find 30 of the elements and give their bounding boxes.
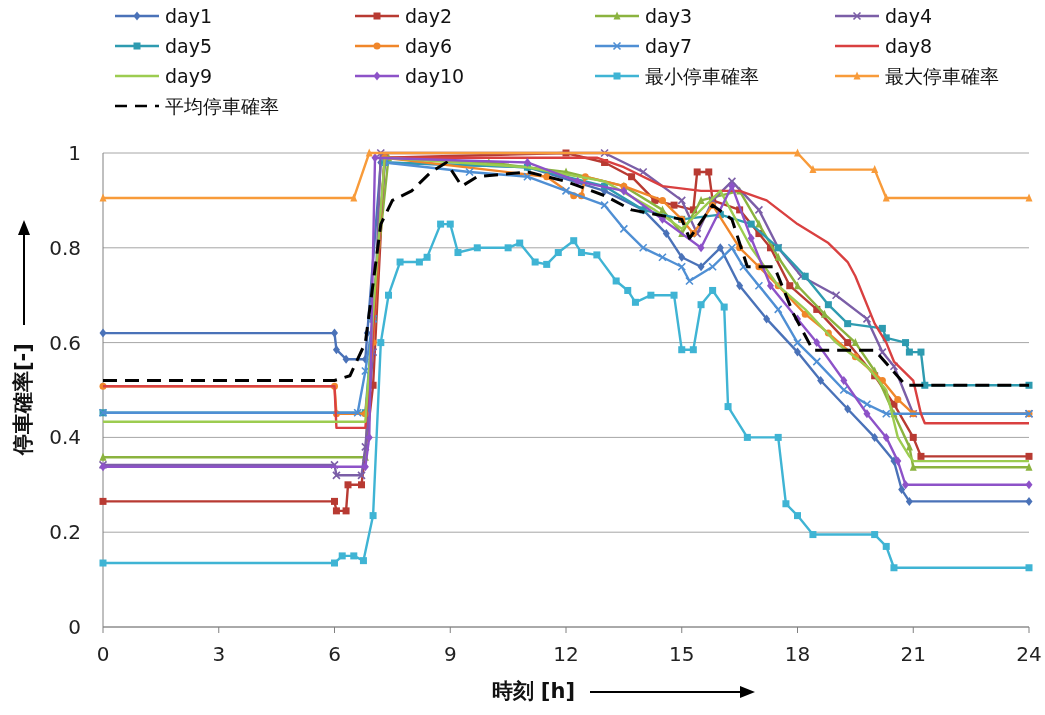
y-tick-label: 0.4 [49, 425, 81, 450]
legend-label: day10 [405, 65, 465, 87]
x-axis-title: 時刻 [h] [491, 679, 575, 703]
x-tick-label: 21 [900, 642, 926, 666]
legend-label: day4 [885, 5, 933, 27]
legend-label: day1 [165, 5, 213, 27]
legend-label: day3 [645, 5, 693, 27]
legend-label: 最小停車確率 [645, 65, 759, 87]
x-tick-label: 24 [1016, 642, 1042, 666]
x-tick-label: 0 [96, 642, 110, 666]
y-axis-title: 停車確率[-] [11, 343, 35, 456]
x-tick-label: 9 [443, 642, 457, 666]
legend-label: 平均停車確率 [165, 95, 279, 117]
y-tick-label: 1 [68, 141, 81, 165]
legend-label: day8 [885, 35, 933, 57]
x-tick-label: 18 [784, 642, 811, 666]
y-tick-label: 0.8 [49, 235, 81, 260]
legend-label: day7 [645, 35, 693, 57]
legend-label: day6 [405, 35, 453, 57]
x-tick-label: 15 [669, 642, 695, 666]
legend-label: day5 [165, 35, 213, 57]
x-tick-label: 6 [328, 642, 341, 666]
x-tick-label: 3 [212, 642, 226, 666]
legend-label: 最大停車確率 [885, 65, 999, 87]
y-tick-label: 0 [68, 615, 81, 639]
legend-label: day2 [405, 5, 453, 27]
y-tick-label: 0.6 [49, 330, 81, 355]
legend-label: day9 [165, 65, 213, 87]
x-tick-label: 12 [553, 642, 579, 666]
y-tick-label: 0.2 [49, 520, 81, 545]
